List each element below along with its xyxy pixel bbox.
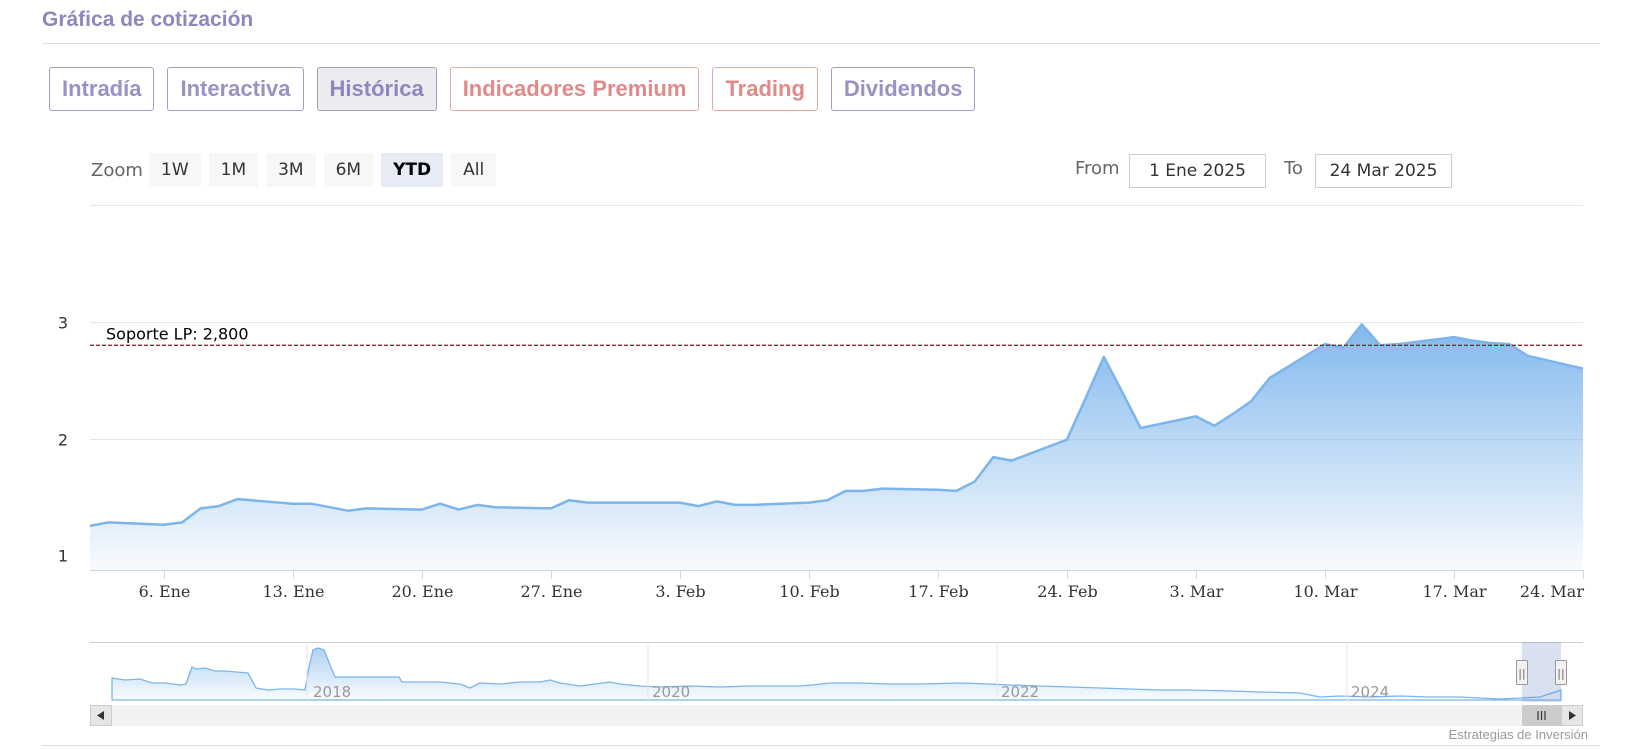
navigator-year-label: 2020 <box>652 683 690 701</box>
scrollbar-track[interactable] <box>90 705 1583 726</box>
zoom-button-1w[interactable]: 1W <box>149 153 201 187</box>
credits[interactable]: Estrategias de Inversión <box>1448 727 1588 742</box>
zoom-button-1m[interactable]: 1M <box>208 153 259 187</box>
x-tick-label: 27. Ene <box>521 582 583 601</box>
zoom-button-ytd[interactable]: YTD <box>381 153 444 187</box>
tab-hist-rica[interactable]: Histórica <box>316 67 437 111</box>
x-tick-label: 17. Mar <box>1422 582 1486 601</box>
x-tick-label: 10. Feb <box>779 582 839 601</box>
zoom-button-3m[interactable]: 3M <box>266 153 316 187</box>
navigator-year-label: 2022 <box>1001 683 1039 701</box>
x-tick-label: 3. Feb <box>655 582 705 601</box>
support-line-label: Soporte LP: 2,800 <box>106 324 249 343</box>
tab-interactiva[interactable]: Interactiva <box>167 67 304 111</box>
navigator-left-handle[interactable]: || <box>1516 660 1528 685</box>
title-divider <box>42 43 1600 44</box>
section-title: Gráfica de cotización <box>42 8 254 31</box>
chart-tabs: Intradía Interactiva Histórica Indicadores … <box>49 67 988 111</box>
scrollbar-grip: III <box>1536 709 1547 723</box>
price-area <box>90 324 1583 570</box>
zoom-button-6m[interactable]: 6M <box>323 153 374 187</box>
y-tick-label: 3 <box>58 314 68 333</box>
tab-dividendos[interactable]: Dividendos <box>830 67 976 111</box>
scrollbar-thumb[interactable] <box>1522 705 1561 726</box>
tab-intrad-a[interactable]: Intradía <box>49 67 155 111</box>
y-axis-labels: 1 2 3 <box>58 314 68 566</box>
arrow-right-icon <box>1569 711 1576 720</box>
arrow-left-icon <box>97 711 104 720</box>
x-tick-label: 6. Ene <box>139 582 191 601</box>
from-date-input[interactable] <box>1129 154 1266 188</box>
support-line: Soporte LP: 2,800 <box>90 324 1583 346</box>
x-tick-label: 17. Feb <box>908 582 968 601</box>
navigator-year-label: 2018 <box>313 683 351 701</box>
navigator-series <box>111 647 1562 701</box>
from-label: From <box>1075 158 1120 179</box>
x-tick-label: 24. Mar <box>1520 582 1584 601</box>
navigator-mask[interactable] <box>1522 642 1561 702</box>
tab-indicadores-premium[interactable]: Indicadores Premium <box>449 67 700 111</box>
zoom-label: Zoom <box>91 160 143 181</box>
x-tick-label: 20. Ene <box>392 582 454 601</box>
scrollbar[interactable]: III <box>90 705 1583 726</box>
x-axis-labels: 6. Ene 13. Ene 20. Ene 27. Ene 3. Feb 10. Feb… <box>139 570 1584 601</box>
handle-grip: || <box>1518 667 1525 680</box>
bottom-divider <box>42 745 1600 746</box>
to-label: To <box>1284 158 1303 179</box>
to-date-input[interactable] <box>1315 154 1452 188</box>
x-tick-label: 3. Mar <box>1170 582 1224 601</box>
x-tick-label: 24. Feb <box>1037 582 1097 601</box>
y-tick-label: 1 <box>58 547 68 566</box>
y-tick-label: 2 <box>58 431 68 450</box>
zoom-button-all[interactable]: All <box>451 153 497 187</box>
zoom-buttons: 1W 1M 3M 6M YTD All <box>149 153 504 187</box>
navigator[interactable]: 2018 2020 2022 2024 || || <box>90 642 1583 702</box>
x-tick-label: 13. Ene <box>263 582 325 601</box>
handle-grip: || <box>1557 667 1564 680</box>
tab-trading[interactable]: Trading <box>712 67 818 111</box>
navigator-year-label: 2024 <box>1351 683 1389 701</box>
x-tick-label: 10. Mar <box>1293 582 1357 601</box>
navigator-right-handle[interactable]: || <box>1555 660 1567 685</box>
